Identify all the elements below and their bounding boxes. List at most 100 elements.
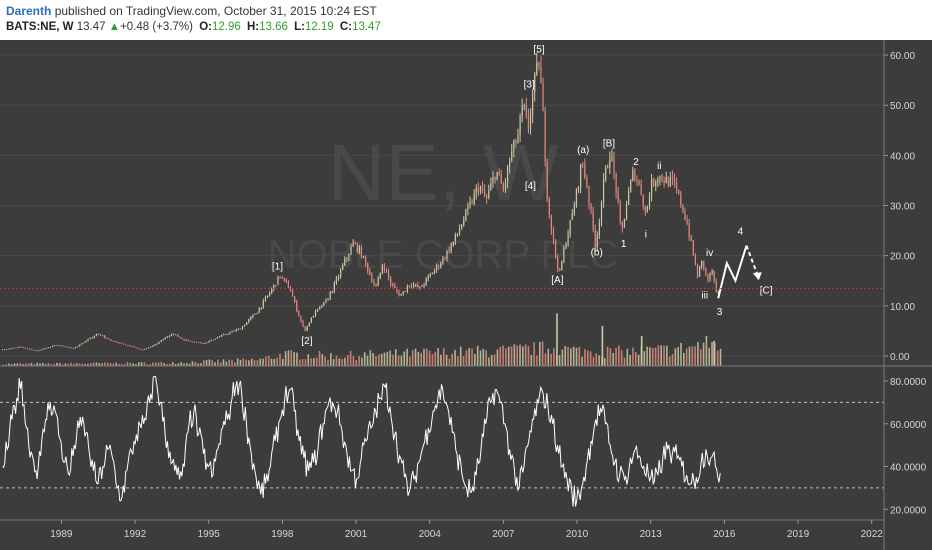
chart-canvas[interactable]: NE, W NOBLE CORP PLC [1] [2] [3] [4] [5] [A] (… [0, 40, 932, 550]
candle-body [68, 347, 70, 348]
candle-body [64, 346, 66, 348]
candle-body [492, 177, 494, 184]
candle-body [14, 347, 16, 349]
candle-body [642, 194, 644, 207]
volume-bar [507, 346, 510, 366]
time-axis[interactable]: 1989 1992 1995 1998 2001 2004 2007 2010 2013 2016… [50, 520, 883, 540]
up-arrow-icon: ▲ [108, 21, 121, 33]
volume-bar [705, 336, 708, 366]
candle-body [592, 210, 594, 230]
candle-body [638, 181, 640, 184]
price-pane[interactable]: NE, W NOBLE CORP PLC [1] [2] [3] [4] [5] [A] (… [0, 45, 915, 366]
candle-body [41, 349, 43, 351]
volume-bar [524, 344, 527, 366]
candle-body [694, 255, 697, 265]
volume-bar [214, 362, 216, 366]
candle-body [532, 92, 534, 115]
candle-body [484, 189, 486, 197]
candle-body [435, 265, 438, 270]
candle-body [561, 261, 563, 270]
candle-body [602, 179, 605, 203]
candle-body [358, 247, 360, 252]
candle-body [619, 202, 621, 223]
volume-bar [626, 348, 629, 366]
volume-bar [106, 362, 109, 366]
oscillator-pane[interactable]: 20.0000 40.0000 60.0000 80.0000 [0, 375, 927, 516]
candle-body [538, 62, 540, 67]
candle-body [323, 301, 325, 307]
volume-bar [683, 352, 685, 366]
candle-body [22, 347, 24, 348]
candle-body [91, 337, 93, 339]
price-tick-label: 20.00 [890, 252, 915, 263]
candle-body [45, 347, 47, 349]
candle-body [166, 336, 168, 338]
volume-bar [685, 348, 688, 366]
candle-body [294, 296, 296, 302]
volume-bar [89, 363, 92, 366]
volume-bar [56, 362, 58, 366]
candle-body [615, 173, 617, 193]
wave-label: iv [706, 248, 713, 259]
volume-bar [315, 357, 318, 366]
volume-bar [228, 359, 230, 366]
candle-body [62, 345, 64, 347]
candle-body [135, 346, 137, 348]
volume-bar [536, 355, 538, 366]
candle-body [692, 240, 694, 256]
candle-body [331, 291, 333, 293]
volume-bar [431, 354, 434, 366]
candle-body [183, 338, 185, 341]
candle-body [285, 279, 287, 283]
candle-body [511, 150, 513, 162]
volume-bar [174, 364, 177, 366]
candle-body [362, 256, 365, 258]
volume-bar [649, 347, 651, 366]
candle-body [26, 348, 29, 350]
candle-body [6, 349, 8, 350]
volume-bar [485, 350, 487, 366]
volume-bar [488, 357, 490, 366]
volume-bar [335, 355, 338, 366]
candle-body [74, 347, 77, 349]
low-value: 12.19 [304, 21, 334, 33]
volume-bar [615, 347, 617, 366]
volume-bar [33, 364, 36, 366]
candle-body [76, 346, 79, 348]
volume-bar [426, 348, 428, 366]
volume-bar [304, 359, 307, 366]
wave-label: 4 [738, 227, 744, 238]
candle-body [684, 211, 686, 220]
candle-body [554, 239, 557, 258]
volume-bar [708, 347, 711, 366]
oscillator-tick-label: 80.0000 [890, 377, 927, 388]
candle-body [12, 347, 14, 349]
volume-bar [584, 349, 586, 366]
candle-body [609, 159, 611, 168]
volume-bar [499, 346, 502, 366]
price-axis[interactable]: 0.00 10.00 20.00 30.00 40.00 50.00 60.00 [884, 51, 915, 363]
candle-body [479, 187, 482, 192]
candle-body [154, 344, 156, 346]
volume-bar [104, 362, 106, 366]
volume-bar [547, 348, 550, 366]
oscillator-axis[interactable]: 20.0000 40.0000 60.0000 80.0000 [884, 377, 927, 516]
volume-bar [643, 351, 646, 366]
candle-body [97, 334, 100, 335]
author-link[interactable]: Darenth [6, 4, 52, 18]
candle-body [573, 205, 575, 214]
volume-bar [293, 352, 295, 366]
candle-body [425, 278, 427, 285]
volume-bar [635, 352, 637, 366]
candle-body [534, 74, 536, 93]
wave-label: (a) [577, 145, 589, 156]
volume-bar [313, 358, 315, 366]
candle-body [498, 172, 500, 175]
close-label: C: [339, 21, 353, 33]
volume-bar [490, 354, 493, 366]
price-tick-label: 30.00 [890, 202, 915, 213]
candle-body [216, 337, 219, 339]
volume-bar [606, 346, 609, 366]
symbol-interval[interactable]: BATS:NE, W [6, 21, 74, 33]
time-tick-label: 2007 [492, 529, 515, 540]
